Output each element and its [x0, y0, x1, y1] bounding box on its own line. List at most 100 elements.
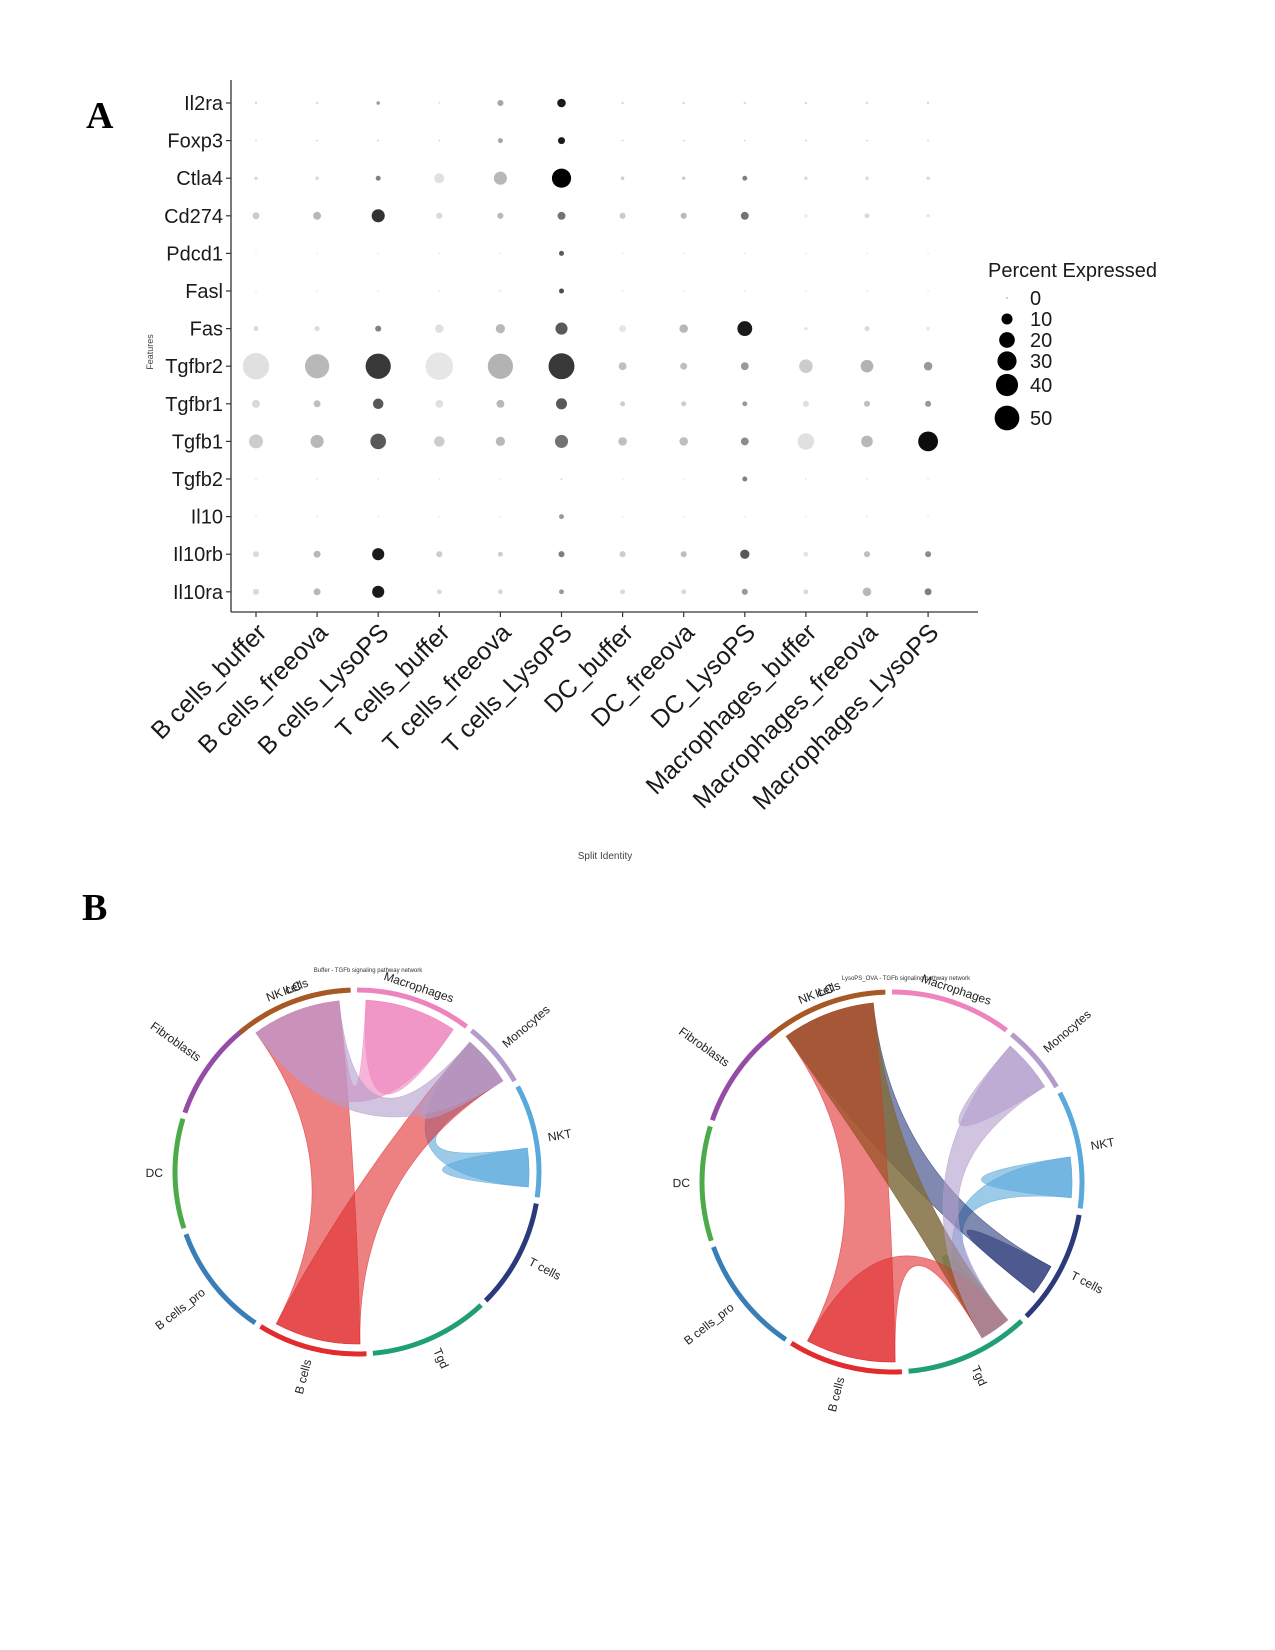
dot-marker	[497, 589, 503, 595]
dot-marker	[487, 353, 514, 379]
chord-sector-arc	[515, 1085, 542, 1198]
dot-marker	[438, 101, 441, 105]
dot-marker	[497, 99, 504, 107]
dot-marker	[434, 436, 445, 447]
dot-marker	[313, 550, 321, 558]
dot-marker	[313, 588, 321, 596]
chord-sector-arc	[483, 1203, 539, 1303]
chord-sector-arc	[1009, 1032, 1059, 1089]
dot-marker	[252, 551, 260, 558]
panel-label-a: A	[86, 95, 114, 137]
chord-sector-label: ILC	[281, 979, 304, 999]
dot-marker	[681, 401, 687, 407]
dot-marker	[438, 478, 441, 480]
dot-marker	[254, 101, 258, 105]
y-tick-label: Il2ra	[184, 93, 224, 115]
dot-marker	[252, 399, 260, 408]
dot-marker	[551, 168, 572, 188]
dot-marker	[377, 290, 380, 292]
dot-marker	[436, 212, 443, 219]
dot-marker	[314, 326, 320, 332]
dot-marker	[438, 139, 441, 142]
chord-sector-label: Fibroblasts	[676, 1024, 732, 1069]
dot-marker	[242, 352, 270, 380]
dot-marker	[619, 325, 627, 333]
dot-marker	[925, 551, 932, 558]
dot-marker	[377, 252, 380, 255]
dot-marker	[926, 101, 930, 105]
chord-sector-arc	[789, 1341, 903, 1375]
dot-marker	[559, 514, 564, 520]
dot-marker	[743, 101, 747, 105]
dot-marker	[865, 101, 869, 105]
y-tick-label: Il10rb	[173, 544, 223, 566]
dot-marker	[435, 324, 444, 333]
chord-sector-arc	[372, 1303, 483, 1356]
dot-marker	[255, 290, 257, 292]
dot-marker	[682, 478, 685, 480]
chord-sector-arc	[182, 1026, 247, 1114]
dot-marker	[558, 551, 565, 558]
chord-sector-label: B cells_pro	[681, 1300, 737, 1348]
dot-marker	[923, 361, 933, 371]
chord-title: Buffer - TGFb signaling pathway network	[314, 968, 423, 974]
dot-marker	[805, 290, 807, 292]
dot-marker	[681, 176, 686, 180]
dot-marker	[255, 478, 257, 480]
legend-title: Percent Expressed	[988, 260, 1157, 282]
dot-marker	[866, 478, 868, 480]
dot-marker	[620, 589, 626, 595]
dot-marker	[313, 400, 321, 408]
dot-marker	[434, 173, 445, 184]
legend-size-label: 50	[1030, 408, 1052, 430]
dot-marker	[370, 433, 387, 450]
dot-marker	[372, 585, 385, 598]
dot-marker	[438, 252, 441, 255]
dot-marker	[621, 515, 624, 518]
legend-size-label: 0	[1030, 288, 1041, 310]
dot-marker	[376, 101, 380, 105]
y-tick-label: Il10	[191, 507, 223, 529]
dot-marker	[682, 101, 685, 105]
dot-marker	[560, 478, 563, 480]
dot-marker	[493, 171, 507, 185]
dot-marker	[862, 587, 872, 597]
dot-marker	[865, 176, 869, 180]
y-axis-title: Features	[145, 334, 155, 370]
dot-marker	[559, 589, 564, 595]
chord-sector-arc	[238, 987, 351, 1035]
dot-marker	[860, 359, 874, 373]
dot-marker	[802, 400, 809, 407]
dot-marker	[315, 101, 319, 105]
dot-marker	[621, 290, 624, 292]
chord-sector-label: Tgd	[969, 1363, 990, 1388]
dot-marker	[621, 101, 624, 105]
dot-marker	[863, 551, 871, 558]
dot-marker	[375, 325, 382, 332]
y-tick-label: Pdcd1	[166, 243, 223, 265]
legend-size-marker	[995, 373, 1019, 397]
y-tick-label: Tgfb2	[172, 469, 223, 491]
dot-marker	[927, 290, 929, 292]
dot-marker	[866, 515, 868, 518]
dot-marker	[742, 175, 748, 181]
dot-marker	[863, 400, 871, 407]
dot-marker	[496, 399, 505, 408]
chord-sector-label: Monocytes	[1041, 1007, 1094, 1055]
dot-marker	[805, 515, 807, 518]
dot-marker	[743, 290, 746, 292]
dot-marker	[803, 551, 809, 557]
dot-marker	[680, 212, 687, 219]
dot-marker	[866, 290, 868, 292]
dot-marker	[679, 437, 688, 446]
dot-marker	[497, 551, 503, 557]
chord-sector-label: B cells	[825, 1376, 847, 1414]
dot-marker	[925, 400, 932, 407]
legend-size-label: 20	[1030, 330, 1052, 352]
y-tick-label: Ctla4	[176, 168, 223, 190]
chord-sector-label: NKT	[1090, 1135, 1117, 1153]
chord-link	[275, 1041, 504, 1345]
dot-marker	[621, 252, 624, 255]
dot-marker	[682, 252, 685, 255]
